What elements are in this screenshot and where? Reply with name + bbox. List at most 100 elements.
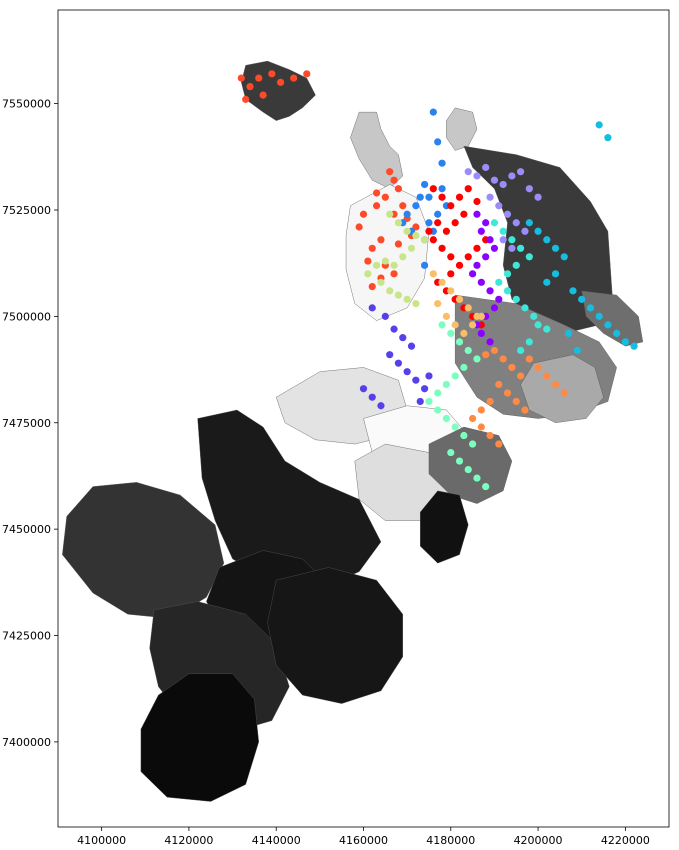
data-point-series-7 <box>525 338 533 346</box>
data-point-series-5 <box>386 210 394 218</box>
data-point-series-11 <box>517 372 525 380</box>
data-point-series-7 <box>517 346 525 355</box>
data-point-series-9 <box>377 402 385 410</box>
data-point-series-10 <box>482 482 490 491</box>
data-point-series-3 <box>525 185 533 193</box>
data-point-series-6 <box>464 304 472 312</box>
data-point-series-7 <box>503 270 512 278</box>
data-point-series-8 <box>534 227 542 235</box>
region-polygon-17 <box>267 567 403 704</box>
data-point-series-6 <box>447 287 455 295</box>
data-point-series-1 <box>403 210 411 218</box>
data-point-series-10 <box>447 448 455 457</box>
data-point-series-3 <box>521 227 529 235</box>
data-point-series-11 <box>477 406 485 414</box>
data-point-series-8 <box>630 342 638 350</box>
data-point-series-3 <box>499 180 507 189</box>
data-point-series-8 <box>586 304 595 312</box>
data-point-series-6 <box>438 278 446 286</box>
data-point-series-7 <box>490 219 499 227</box>
data-point-series-3 <box>473 172 481 180</box>
data-point-series-8 <box>569 287 577 295</box>
data-point-series-3 <box>512 219 520 227</box>
data-point-series-5 <box>372 261 381 269</box>
scatter-points <box>237 70 638 491</box>
data-point-series-8 <box>543 278 551 286</box>
data-point-series-3 <box>499 236 507 244</box>
x-tick-label: 4200000 <box>514 834 563 847</box>
data-point-series-4 <box>473 210 481 218</box>
data-point-series-0 <box>259 91 267 99</box>
data-point-series-6 <box>442 312 451 320</box>
data-point-series-0 <box>237 74 245 82</box>
data-point-series-9 <box>359 385 368 393</box>
y-tick-label: 7400000 <box>2 736 51 749</box>
data-point-series-4 <box>477 329 485 337</box>
data-point-series-2 <box>438 244 446 252</box>
data-point-series-0 <box>381 193 389 201</box>
data-point-series-0 <box>386 168 394 176</box>
data-point-series-1 <box>438 159 446 167</box>
data-point-series-1 <box>421 180 429 189</box>
data-point-series-5 <box>403 227 411 235</box>
data-point-series-0 <box>246 82 254 91</box>
data-point-series-0 <box>364 257 372 265</box>
data-point-series-2 <box>464 185 472 193</box>
data-point-series-1 <box>425 193 433 201</box>
y-tick-label: 7450000 <box>2 523 51 536</box>
region-polygon-6 <box>520 354 604 423</box>
data-point-series-1 <box>434 138 442 146</box>
data-point-series-10 <box>464 346 472 355</box>
y-tick-label: 7475000 <box>2 417 51 430</box>
data-point-series-10 <box>469 440 477 448</box>
data-point-series-11 <box>495 380 503 389</box>
data-point-series-3 <box>486 193 494 201</box>
data-point-series-2 <box>447 202 455 210</box>
data-point-series-10 <box>447 329 455 337</box>
data-point-series-5 <box>394 219 403 227</box>
y-tick-label: 7525000 <box>2 204 51 217</box>
data-point-series-0 <box>355 223 363 231</box>
data-point-series-3 <box>508 172 516 180</box>
data-point-series-0 <box>255 74 263 82</box>
data-point-series-0 <box>368 282 376 291</box>
data-point-series-5 <box>386 287 394 295</box>
data-point-series-0 <box>276 78 285 86</box>
data-point-series-6 <box>451 321 459 329</box>
data-point-series-11 <box>495 440 503 448</box>
data-point-series-6 <box>455 295 464 303</box>
data-point-series-9 <box>368 304 376 312</box>
data-point-series-7 <box>508 236 516 244</box>
x-axis: 4100000 4120000 4140000 4160000 4180000 42000… <box>77 827 650 847</box>
data-point-series-7 <box>534 321 542 329</box>
data-point-series-2 <box>425 227 433 235</box>
x-tick-label: 4120000 <box>164 834 213 847</box>
x-tick-label: 4100000 <box>77 834 126 847</box>
data-point-series-8 <box>525 219 533 227</box>
data-point-series-2 <box>455 193 464 201</box>
data-point-series-1 <box>421 261 429 269</box>
data-point-series-0 <box>390 270 398 278</box>
data-point-series-2 <box>438 193 446 201</box>
data-point-series-10 <box>425 397 433 406</box>
data-point-series-8 <box>621 338 629 346</box>
data-point-series-4 <box>490 244 499 252</box>
data-point-series-11 <box>543 372 551 380</box>
data-point-series-8 <box>604 321 612 329</box>
data-point-series-2 <box>434 219 442 227</box>
data-point-series-5 <box>412 300 420 308</box>
data-point-series-10 <box>438 321 446 329</box>
data-point-series-5 <box>390 261 398 269</box>
data-point-series-9 <box>368 393 376 401</box>
data-point-series-8 <box>573 346 581 355</box>
data-point-series-7 <box>499 227 507 235</box>
data-point-series-2 <box>447 253 455 261</box>
data-point-series-5 <box>377 278 385 286</box>
data-point-series-0 <box>394 185 403 193</box>
data-point-series-4 <box>486 236 494 244</box>
data-point-series-5 <box>399 253 407 261</box>
data-point-series-3 <box>534 193 542 201</box>
data-point-series-4 <box>477 278 485 286</box>
data-point-series-4 <box>482 219 490 227</box>
data-point-series-9 <box>416 397 424 406</box>
